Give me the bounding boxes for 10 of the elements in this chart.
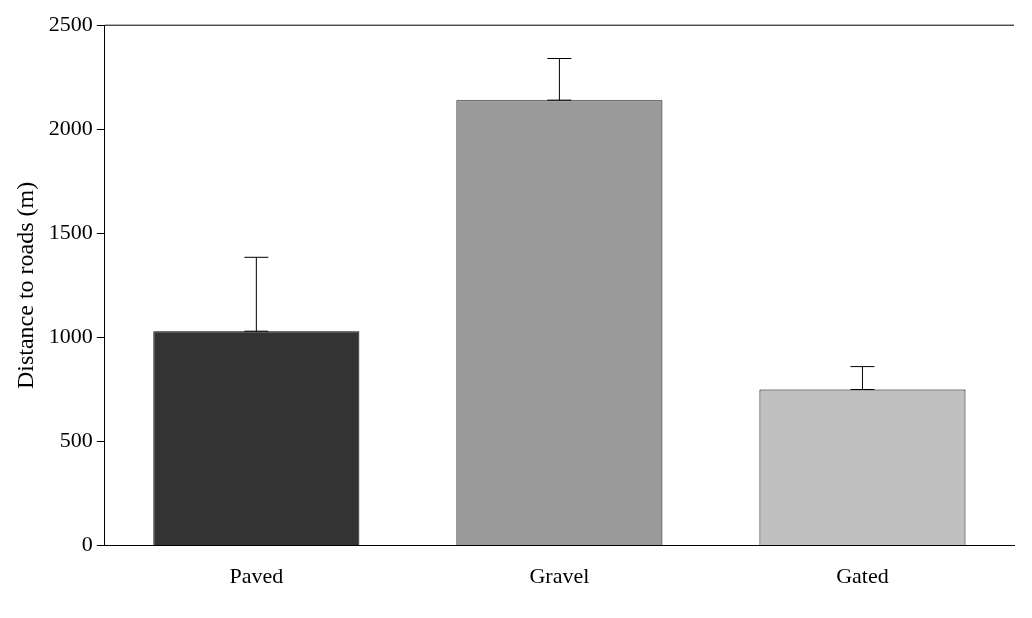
y-tick-label: 0 [81, 531, 93, 557]
x-tick-label: Gated [836, 562, 889, 588]
y-tick-label: 1000 [48, 323, 93, 349]
y-tick-label: 2500 [48, 10, 93, 36]
x-tick-label: Paved [229, 562, 284, 588]
y-tick-label: 500 [59, 427, 93, 453]
x-tick-label: Gravel [529, 562, 590, 588]
y-axis-title: Distance to roads (m) [11, 181, 38, 390]
y-tick-label: 1500 [48, 219, 93, 245]
y-tick-label: 2000 [48, 115, 93, 141]
